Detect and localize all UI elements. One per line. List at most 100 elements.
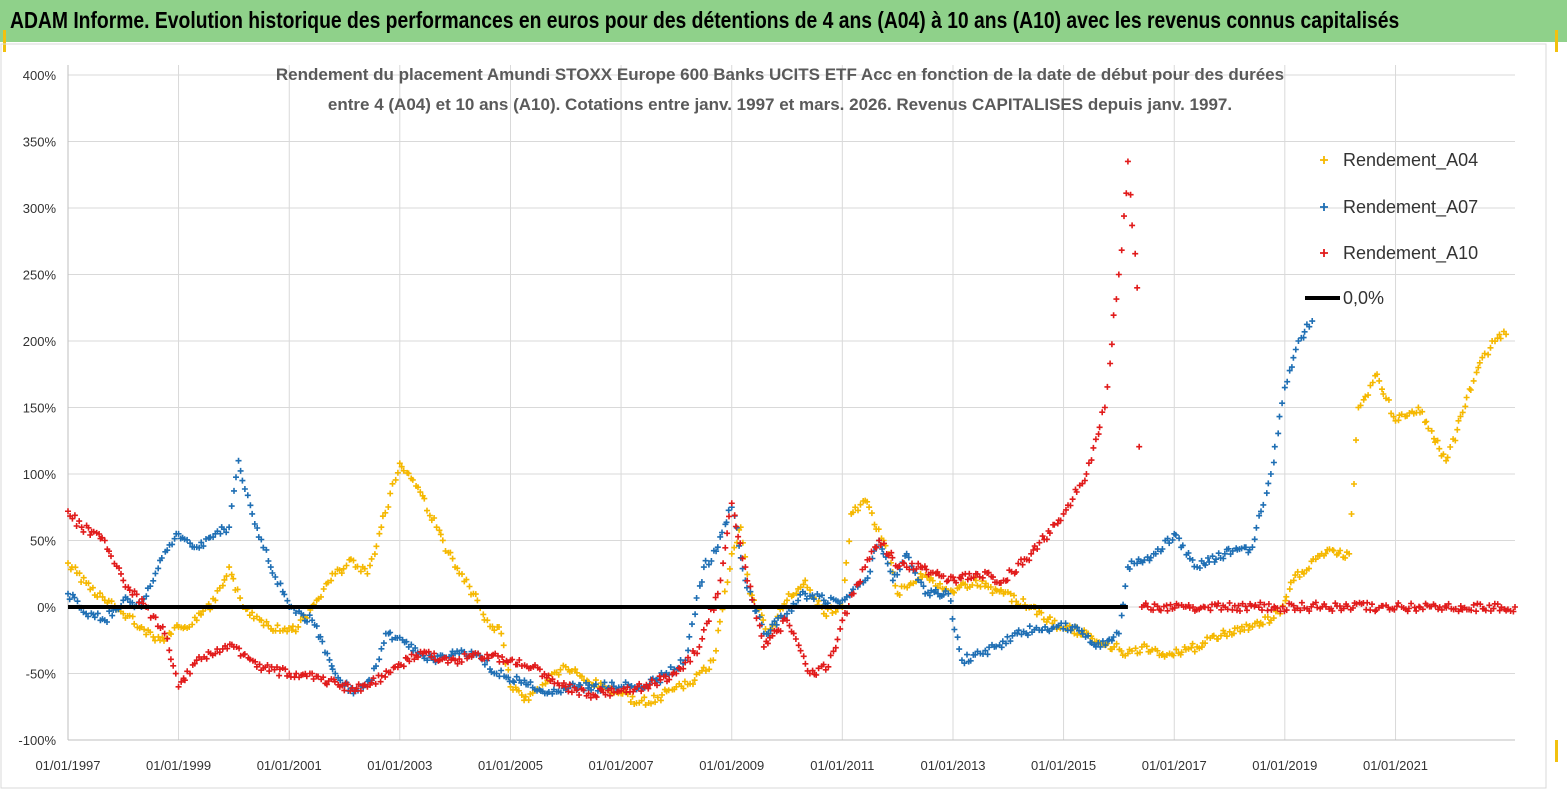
data-point-fill	[841, 538, 853, 584]
data-point-fill	[122, 583, 147, 607]
data-point-fill	[1196, 627, 1227, 652]
data-point-fill	[214, 641, 235, 656]
data-point	[742, 564, 749, 571]
data-point-fill	[864, 498, 885, 542]
data-point-fill	[196, 649, 216, 663]
data-point	[378, 524, 385, 531]
y-tick-label: -100%	[18, 733, 56, 748]
data-point-fill	[178, 614, 198, 632]
data-point	[714, 544, 721, 551]
data-point-fill	[398, 463, 420, 489]
data-point	[1060, 510, 1067, 517]
chart-title-line2: entre 4 (A04) et 10 ans (A10). Cotations…	[328, 95, 1232, 114]
data-point-fill	[1140, 599, 1517, 615]
data-point-fill	[421, 648, 457, 666]
data-point-fill	[1492, 328, 1507, 345]
data-point	[1415, 404, 1422, 411]
data-point	[710, 657, 717, 664]
data-point-fill	[251, 521, 272, 564]
data-point-fill	[85, 580, 106, 600]
data-point-fill	[80, 522, 106, 542]
data-point	[1470, 377, 1477, 384]
data-point	[945, 590, 952, 597]
data-point	[1028, 550, 1035, 557]
data-point	[917, 570, 924, 577]
data-point	[65, 590, 71, 597]
x-tick-label: 01/01/2009	[699, 758, 764, 773]
y-tick-label: 200%	[23, 334, 57, 349]
data-point	[193, 617, 200, 624]
data-point-fill	[676, 648, 701, 672]
data-point	[161, 630, 168, 637]
data-point	[1124, 650, 1131, 657]
data-point	[820, 597, 827, 604]
y-tick-label: 100%	[23, 467, 57, 482]
data-point	[1267, 471, 1274, 477]
data-point-fill	[122, 612, 143, 632]
y-tick-label: -50%	[26, 667, 57, 682]
data-point-fill	[947, 575, 978, 596]
data-point	[424, 657, 431, 664]
data-point-fill	[713, 565, 733, 654]
corner-mark-left	[3, 30, 16, 52]
data-point-fill	[394, 648, 424, 671]
data-point-fill	[487, 623, 502, 634]
data-point-fill	[974, 568, 1004, 586]
data-point-fill	[1196, 550, 1227, 571]
data-point-fill	[731, 512, 746, 562]
data-point-fill	[1223, 544, 1253, 558]
data-point	[1101, 404, 1108, 411]
data-point-fill	[947, 570, 977, 586]
data-point-fill	[896, 559, 922, 573]
data-point	[784, 597, 791, 604]
data-point-fill	[763, 615, 788, 647]
data-point-fill	[1444, 386, 1474, 461]
data-point	[673, 683, 680, 690]
data-point	[1503, 331, 1510, 338]
data-point-fill	[287, 670, 313, 681]
data-point-fill	[877, 540, 899, 569]
grid	[67, 65, 1515, 741]
data-point-fill	[947, 598, 963, 653]
data-point-fill	[1395, 408, 1420, 424]
data-point	[212, 597, 219, 604]
data-point-fill	[685, 579, 705, 654]
data-point	[673, 670, 680, 677]
data-point-fill	[1104, 296, 1120, 390]
data-point	[235, 457, 242, 464]
data-point-fill	[786, 622, 811, 674]
data-point-fill	[638, 692, 659, 708]
data-point-fill	[509, 656, 534, 672]
data-point	[1374, 371, 1381, 378]
series-Rendement_A04	[65, 328, 1510, 708]
data-point	[1295, 338, 1302, 344]
x-tick-label: 01/01/2011	[810, 758, 874, 773]
x-tick-label: 01/01/1997	[35, 758, 100, 773]
data-point-fill	[1063, 477, 1088, 513]
data-point-fill	[478, 650, 511, 666]
data-point	[258, 617, 265, 624]
data-point	[654, 694, 661, 701]
data-point-fill	[803, 591, 825, 603]
data-point-fill	[974, 578, 1004, 597]
data-point-fill	[532, 662, 567, 689]
data-point	[903, 550, 910, 557]
data-point-fill	[1169, 640, 1198, 659]
legend-marker-2	[1320, 249, 1328, 257]
legend-marker-1	[1320, 203, 1328, 211]
y-axis-ticks: -100% -50% 0% 50% 100% 150% 200% 250% 300% 350% 40…	[18, 68, 56, 748]
data-point-fill	[214, 524, 230, 537]
data-point-fill	[334, 556, 354, 577]
y-tick-label: 250%	[23, 268, 57, 283]
data-point-fill	[1292, 552, 1323, 580]
data-point-fill	[158, 530, 180, 561]
data-point	[889, 577, 896, 584]
data-point-fill	[993, 630, 1018, 651]
data-point	[825, 663, 832, 670]
data-point	[1124, 158, 1131, 165]
data-point-fill	[454, 565, 474, 598]
x-tick-label: 01/01/1999	[146, 758, 211, 773]
data-point-fill	[339, 680, 368, 695]
data-point-fill	[822, 594, 843, 607]
